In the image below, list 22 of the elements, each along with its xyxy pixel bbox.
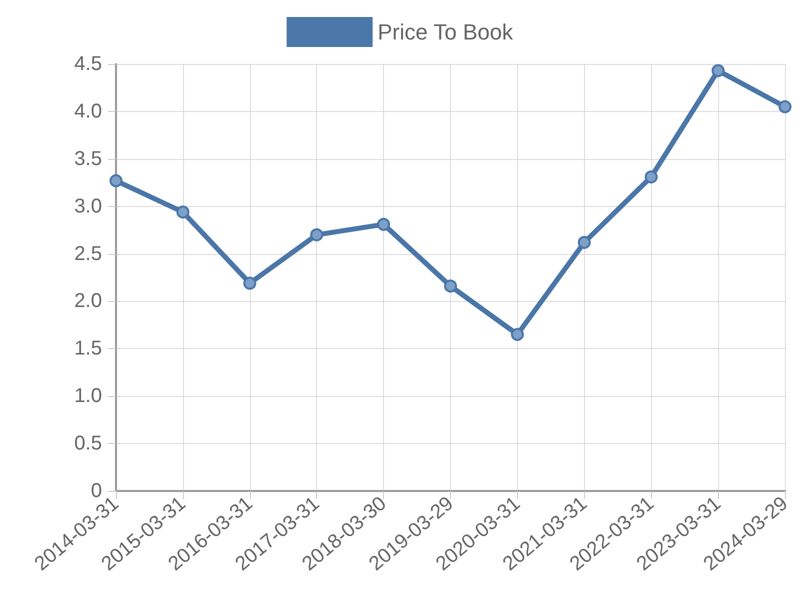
y-tick-label: 4.0 xyxy=(74,100,102,122)
y-tick-label: 4.5 xyxy=(74,53,102,75)
point xyxy=(176,206,190,219)
y-tick-label: 2.5 xyxy=(74,242,102,265)
y-tick-label: 0 xyxy=(90,480,102,502)
y-tick-label: 3.0 xyxy=(74,195,102,218)
legend-label: Price To Book xyxy=(378,20,514,44)
y-tick-label: 3.5 xyxy=(74,148,102,170)
point xyxy=(510,328,524,341)
y-tick-label: 2.0 xyxy=(74,290,102,312)
point xyxy=(444,280,457,293)
point xyxy=(377,218,390,231)
point xyxy=(778,100,792,114)
point xyxy=(644,170,658,184)
point xyxy=(578,236,591,249)
y-tick-label: 0.5 xyxy=(74,432,102,455)
point xyxy=(110,174,122,188)
y-tick-label: 1.0 xyxy=(74,385,102,408)
point xyxy=(712,64,725,78)
point xyxy=(310,228,324,242)
y-tick-label: 1.5 xyxy=(74,338,102,360)
point xyxy=(243,276,256,290)
